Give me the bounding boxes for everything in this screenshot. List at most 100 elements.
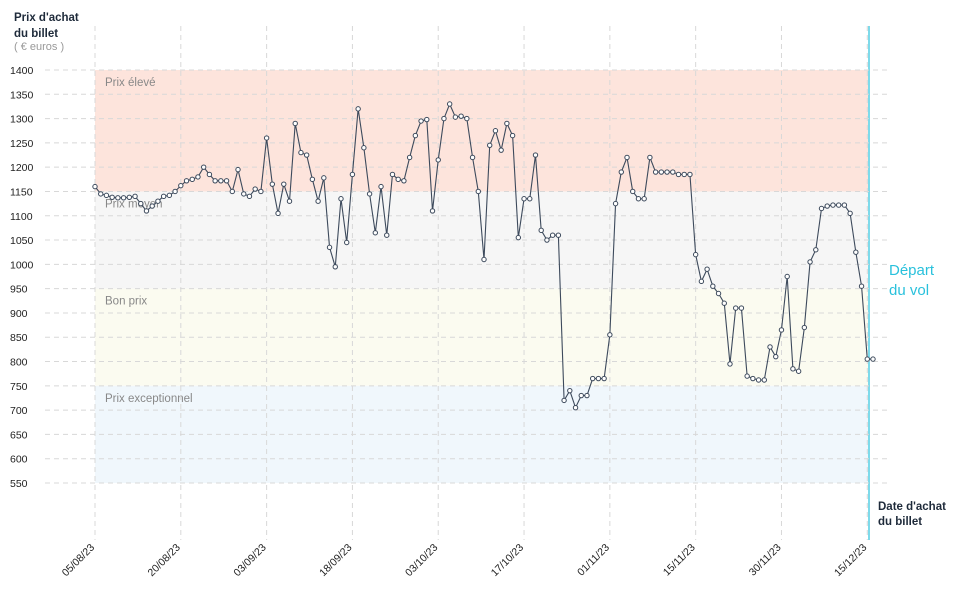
y-tick-label: 1000 xyxy=(10,259,34,271)
data-point xyxy=(641,196,647,202)
data-point xyxy=(469,154,476,161)
y-tick-label: 1350 xyxy=(10,89,34,101)
data-point xyxy=(670,169,676,175)
y-tick-label: 600 xyxy=(10,454,28,466)
data-point xyxy=(870,356,876,362)
data-point xyxy=(692,251,699,258)
data-point xyxy=(92,183,98,190)
data-point xyxy=(315,198,321,204)
data-point xyxy=(424,116,430,123)
data-point xyxy=(103,192,110,199)
y-tick-label: 700 xyxy=(10,405,28,417)
data-point xyxy=(504,120,510,127)
y-tick-label: 1400 xyxy=(10,65,34,77)
data-point xyxy=(778,327,785,333)
data-point xyxy=(178,182,184,189)
data-point xyxy=(389,171,396,178)
band-label: Prix moyen xyxy=(105,198,163,210)
y-tick-label: 1250 xyxy=(10,138,34,150)
data-point xyxy=(160,193,167,200)
y-tick-label: 1050 xyxy=(10,235,34,247)
data-point xyxy=(727,361,733,367)
data-point xyxy=(807,259,813,265)
data-point xyxy=(647,154,653,161)
data-point xyxy=(704,266,710,272)
data-point xyxy=(401,178,407,184)
y-tick-label: 1150 xyxy=(10,186,33,198)
y-axis-unit: ( € euros ) xyxy=(14,41,64,53)
data-point xyxy=(275,210,281,217)
x-tick-label: 17/10/23 xyxy=(489,542,526,579)
data-point xyxy=(149,203,155,209)
data-point xyxy=(172,188,178,195)
data-point xyxy=(841,202,848,208)
data-point xyxy=(189,176,195,183)
data-point xyxy=(344,239,350,246)
data-point xyxy=(767,344,773,350)
data-point xyxy=(830,202,836,208)
data-point xyxy=(332,264,338,270)
data-point xyxy=(527,196,533,202)
data-point xyxy=(750,375,756,382)
data-point xyxy=(835,202,842,208)
data-point xyxy=(630,188,636,195)
data-point xyxy=(664,169,670,175)
data-point xyxy=(109,194,115,201)
data-point xyxy=(607,332,613,338)
data-point xyxy=(635,196,642,202)
data-point xyxy=(481,256,487,263)
data-point xyxy=(595,375,602,382)
x-axis-title: du billet xyxy=(878,516,922,528)
annotation: du vol xyxy=(889,282,929,299)
data-point xyxy=(555,232,562,238)
y-axis-title: Prix d'achat xyxy=(14,12,79,24)
data-point xyxy=(395,176,401,183)
x-tick-label: 15/11/23 xyxy=(661,542,698,579)
y-tick-label: 950 xyxy=(10,284,28,296)
data-point xyxy=(212,178,218,184)
data-point xyxy=(715,290,722,297)
data-point xyxy=(790,366,796,372)
y-tick-label: 1200 xyxy=(10,162,34,174)
data-point xyxy=(612,200,619,207)
data-point xyxy=(498,147,504,153)
data-point xyxy=(98,191,104,197)
data-point xyxy=(858,283,865,289)
data-point xyxy=(361,145,367,151)
data-point xyxy=(698,278,705,285)
y-axis-title: du billet xyxy=(14,28,58,40)
data-point xyxy=(801,324,808,331)
data-point xyxy=(549,232,556,238)
data-point xyxy=(658,169,665,175)
data-point xyxy=(624,154,630,161)
data-point xyxy=(258,188,264,195)
data-point xyxy=(406,154,413,161)
data-point xyxy=(281,181,287,187)
data-point xyxy=(338,196,344,202)
data-point xyxy=(487,142,493,149)
data-point xyxy=(578,392,584,399)
data-point xyxy=(452,114,459,120)
y-tick-label: 750 xyxy=(10,381,28,393)
data-point xyxy=(252,186,258,192)
data-point xyxy=(561,397,567,404)
data-point xyxy=(115,195,121,201)
band-label: Bon prix xyxy=(105,296,147,308)
data-point xyxy=(853,249,859,255)
data-point xyxy=(572,404,579,411)
data-point xyxy=(126,194,133,201)
data-point xyxy=(326,244,333,251)
data-point xyxy=(292,120,298,127)
y-tick-label: 900 xyxy=(10,308,28,320)
data-point xyxy=(235,166,241,173)
data-point xyxy=(435,157,441,163)
data-point xyxy=(286,198,293,204)
data-point xyxy=(738,305,745,311)
data-point xyxy=(652,169,659,175)
x-tick-label: 15/12/23 xyxy=(832,542,869,579)
data-point xyxy=(567,387,573,394)
annotation: Départ xyxy=(889,262,935,279)
y-tick-label: 800 xyxy=(10,357,28,369)
data-point xyxy=(458,113,464,119)
